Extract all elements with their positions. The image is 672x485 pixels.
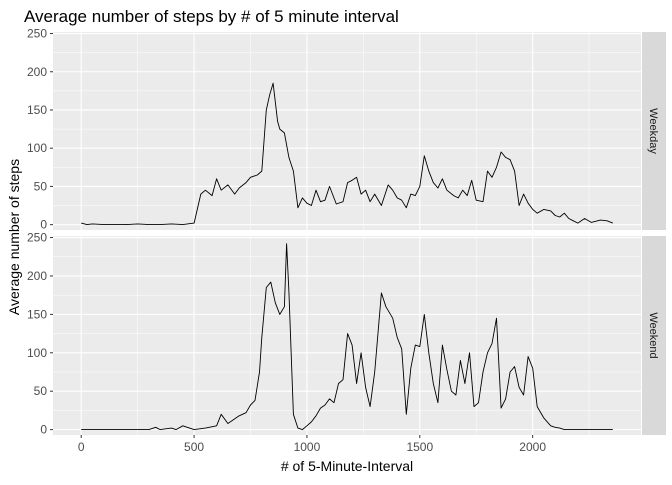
x-tick-label: 0: [78, 440, 85, 454]
x-tick-label: 500: [184, 440, 204, 454]
panel-background: [53, 32, 641, 230]
facet-strip: [642, 236, 666, 435]
series-line-weekend: [81, 243, 613, 431]
x-axis-label: # of 5-Minute-Interval: [281, 458, 413, 474]
y-tick-label: 50: [34, 179, 48, 193]
x-tick-label: 2000: [519, 440, 546, 454]
y-tick-label: 250: [27, 27, 47, 41]
x-tick-label: 1000: [294, 440, 321, 454]
chart-title: Average number of steps by # of 5 minute…: [24, 7, 399, 26]
facet-strip-label: Weekday: [647, 108, 659, 154]
y-tick-label: 150: [27, 103, 47, 117]
y-tick-label: 0: [40, 218, 47, 232]
y-tick-label: 100: [27, 141, 47, 155]
series-line-weekday: [81, 82, 613, 226]
facet-strip: [642, 32, 666, 230]
y-tick-label: 250: [27, 231, 47, 245]
y-tick-label: 200: [27, 65, 47, 79]
panels-layer: 0 50 100 150 200 250 Weekday 0 50 100 150 200 250 Wee…: [27, 27, 666, 454]
y-tick-label: 200: [27, 269, 47, 283]
panel-weekend: 0 50 100 150 200 250 Weekend: [27, 231, 666, 437]
y-tick-label: 0: [40, 423, 47, 437]
x-tick-label: 1500: [406, 440, 433, 454]
y-tick-label: 50: [34, 384, 48, 398]
facet-strip-label: Weekend: [647, 312, 659, 358]
y-axis-label: Average number of steps: [6, 159, 22, 315]
y-tick-label: 150: [27, 307, 47, 321]
panel-weekday: 0 50 100 150 200 250 Weekday: [27, 27, 666, 232]
y-tick-label: 100: [27, 346, 47, 360]
x-axis: 0 500 1000 1500 2000: [78, 435, 546, 454]
